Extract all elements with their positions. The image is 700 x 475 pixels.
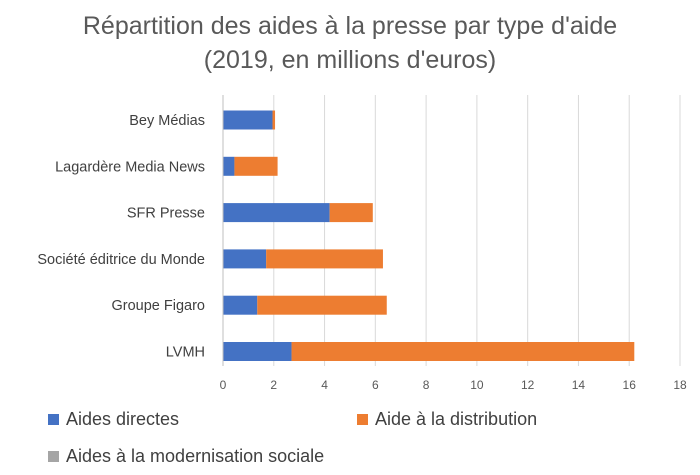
legend-item-modernisation-sociale: Aides à la modernisation sociale [48,446,324,467]
x-tick-label: 0 [220,378,227,392]
legend-label: Aides directes [66,409,180,429]
legend-item-aides-directes: Aides directes [48,409,179,430]
legend-swatch [48,451,59,462]
bar-segment-aides-directes [223,342,292,361]
bar-segment-aides-directes [223,110,273,130]
category-label: Bey Médias [129,113,205,129]
x-tick-label: 12 [521,378,535,392]
x-tick-label: 4 [321,378,328,392]
legend-label: Aides à la modernisation sociale [66,446,325,466]
bar-segment-aide-la-distribution [257,295,387,315]
bar-segment-aide-la-distribution [329,203,373,223]
legend-swatch [357,414,368,425]
bar-segment-aide-la-distribution [291,342,635,361]
bar-segment-aide-la-distribution [272,110,276,130]
legend-item-aide-distribution: Aide à la distribution [357,409,537,430]
bar-segment-aide-la-distribution [266,249,383,269]
x-tick-label: 2 [270,378,277,392]
x-tick-label: 10 [470,378,484,392]
bar-segment-aides-directes [223,156,235,176]
legend-swatch [48,414,59,425]
bar-segment-aides-directes [223,203,330,223]
category-label: SFR Presse [127,206,205,222]
category-label: Société éditrice du Monde [37,252,205,268]
chart-title-line1: Répartition des aides à la presse par ty… [82,12,618,40]
x-tick-label: 18 [673,378,687,392]
category-label: Groupe Figaro [112,298,206,314]
bar-segment-aide-la-distribution [234,156,278,176]
category-label: Lagardère Media News [55,159,205,175]
bar-segment-aides-directes [223,295,258,315]
chart-title-line2: (2019, en millions d'euros) [203,46,497,74]
x-tick-label: 6 [372,378,379,392]
x-tick-label: 14 [572,378,586,392]
legend-label: Aide à la distribution [375,409,538,429]
x-tick-label: 8 [423,378,430,392]
x-tick-label: 16 [623,378,637,392]
category-label: LVMH [166,345,205,361]
bar-segment-aides-directes [223,249,267,269]
